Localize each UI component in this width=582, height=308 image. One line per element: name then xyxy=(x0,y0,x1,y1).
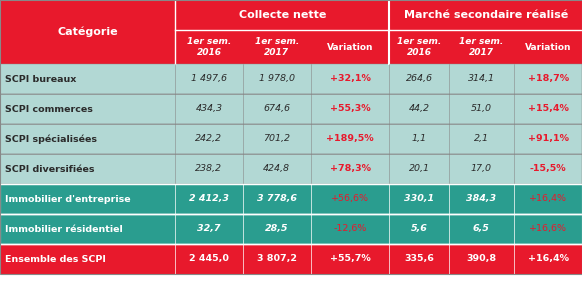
Text: Variation: Variation xyxy=(525,43,572,51)
Bar xyxy=(0,94,582,124)
Text: 32,7: 32,7 xyxy=(197,225,221,233)
Bar xyxy=(0,124,582,154)
Text: 51,0: 51,0 xyxy=(471,104,492,114)
Bar xyxy=(0,0,582,274)
Bar xyxy=(0,154,582,184)
Text: -12,6%: -12,6% xyxy=(333,225,367,233)
Text: +55,3%: +55,3% xyxy=(330,104,370,114)
Bar xyxy=(0,244,582,274)
Text: 384,3: 384,3 xyxy=(466,194,496,204)
Text: 701,2: 701,2 xyxy=(263,135,290,144)
Text: 44,2: 44,2 xyxy=(409,104,430,114)
Bar xyxy=(0,184,582,214)
Text: Ensemble des SCPI: Ensemble des SCPI xyxy=(5,254,106,264)
Text: +16,4%: +16,4% xyxy=(528,254,569,264)
Text: +56,6%: +56,6% xyxy=(331,194,369,204)
Text: 2 445,0: 2 445,0 xyxy=(189,254,229,264)
Text: 3 778,6: 3 778,6 xyxy=(257,194,297,204)
Text: +16,4%: +16,4% xyxy=(529,194,567,204)
Text: +32,1%: +32,1% xyxy=(329,75,371,83)
Text: -15,5%: -15,5% xyxy=(530,164,566,173)
Text: 242,2: 242,2 xyxy=(196,135,222,144)
Text: 3 807,2: 3 807,2 xyxy=(257,254,297,264)
Text: 1er sem.
2016: 1er sem. 2016 xyxy=(187,37,231,57)
Text: Variation: Variation xyxy=(327,43,373,51)
Text: 6,5: 6,5 xyxy=(473,225,490,233)
Text: 17,0: 17,0 xyxy=(471,164,492,173)
Text: 390,8: 390,8 xyxy=(466,254,496,264)
Text: Marché secondaire réalisé: Marché secondaire réalisé xyxy=(403,10,568,20)
Text: SCPI spécialisées: SCPI spécialisées xyxy=(5,134,97,144)
Text: +15,4%: +15,4% xyxy=(528,104,569,114)
Text: 2 412,3: 2 412,3 xyxy=(189,194,229,204)
Text: +78,3%: +78,3% xyxy=(329,164,371,173)
Text: Immobilier d'entreprise: Immobilier d'entreprise xyxy=(5,194,130,204)
Text: +91,1%: +91,1% xyxy=(528,135,569,144)
Text: 434,3: 434,3 xyxy=(196,104,222,114)
Text: 314,1: 314,1 xyxy=(468,75,495,83)
Text: 28,5: 28,5 xyxy=(265,225,289,233)
Text: Immobilier résidentiel: Immobilier résidentiel xyxy=(5,225,123,233)
Text: Catégorie: Catégorie xyxy=(57,27,118,37)
Text: SCPI diversifiées: SCPI diversifiées xyxy=(5,164,94,173)
Text: 1er sem.
2017: 1er sem. 2017 xyxy=(255,37,299,57)
Text: 2,1: 2,1 xyxy=(474,135,489,144)
Text: SCPI bureaux: SCPI bureaux xyxy=(5,75,76,83)
Text: 674,6: 674,6 xyxy=(263,104,290,114)
Text: +18,7%: +18,7% xyxy=(527,75,569,83)
Text: 330,1: 330,1 xyxy=(404,194,434,204)
Bar xyxy=(0,0,582,64)
Text: 335,6: 335,6 xyxy=(404,254,434,264)
Text: +189,5%: +189,5% xyxy=(327,135,374,144)
Text: 1 497,6: 1 497,6 xyxy=(191,75,227,83)
Text: 424,8: 424,8 xyxy=(263,164,290,173)
Bar xyxy=(0,214,582,244)
Text: 264,6: 264,6 xyxy=(406,75,432,83)
Text: 1er sem.
2017: 1er sem. 2017 xyxy=(459,37,503,57)
Text: 1er sem.
2016: 1er sem. 2016 xyxy=(397,37,441,57)
Text: Collecte nette: Collecte nette xyxy=(239,10,326,20)
Text: +16,6%: +16,6% xyxy=(529,225,567,233)
Text: 1,1: 1,1 xyxy=(411,135,427,144)
Text: 5,6: 5,6 xyxy=(410,225,427,233)
Text: 238,2: 238,2 xyxy=(196,164,222,173)
Text: 1 978,0: 1 978,0 xyxy=(259,75,294,83)
Text: +55,7%: +55,7% xyxy=(329,254,371,264)
Text: SCPI commerces: SCPI commerces xyxy=(5,104,93,114)
Text: 20,1: 20,1 xyxy=(409,164,430,173)
Bar xyxy=(0,64,582,94)
